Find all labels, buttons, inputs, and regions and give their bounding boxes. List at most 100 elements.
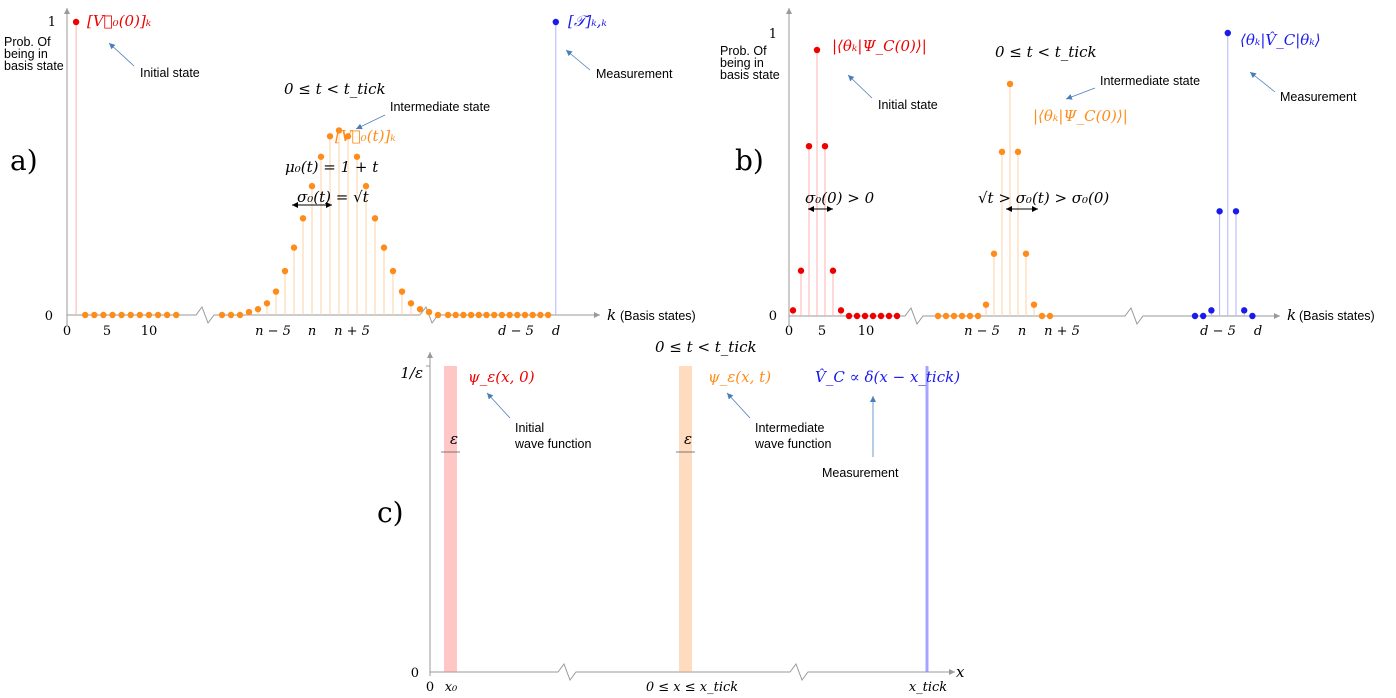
data-point <box>1191 312 1199 320</box>
panel-b-xtick: n − 5 <box>964 324 1000 339</box>
panel-a-xtick: 10 <box>141 324 158 339</box>
data-point <box>805 143 813 150</box>
panel-c-tag: c) <box>377 496 404 529</box>
data-point <box>118 311 125 319</box>
panel-a-initial-math: [V⃗₀(0)]ₖ <box>87 12 152 30</box>
data-point <box>82 311 89 319</box>
panel-c-initial-label: Initial wave function <box>514 421 591 451</box>
data-point <box>163 311 171 319</box>
data-point <box>821 143 829 150</box>
data-point <box>789 307 797 314</box>
panel-a-ylabel-line: being in <box>4 47 48 61</box>
data-point <box>344 133 352 140</box>
panel-a-sigma: σ₀(t) = √t <box>297 188 370 206</box>
data-point <box>1038 312 1046 320</box>
panel-b-xtick: n <box>1018 324 1026 339</box>
panel-a-y-zero: 0 <box>45 309 53 324</box>
data-point <box>1216 208 1223 215</box>
data-point <box>91 311 98 319</box>
data-point <box>483 311 490 319</box>
data-point <box>308 182 316 190</box>
data-point <box>942 312 950 320</box>
panel-c-y-zero: 0 <box>411 666 419 681</box>
panel-b-ylabel-line: basis state <box>720 68 780 82</box>
panel-b-intermediate-math: |⟨θₖ|Ψ_C(0)⟩| <box>1033 107 1128 125</box>
data-point <box>475 311 482 319</box>
data-point <box>498 311 506 319</box>
data-point <box>869 312 877 320</box>
panel-a-intermediate-label: Intermediate state <box>390 100 490 114</box>
panel-a-xtick: n <box>308 324 316 339</box>
panel-b-xlabel: (Basis states) <box>1299 309 1375 323</box>
data-point <box>290 244 298 251</box>
data-point <box>362 182 370 190</box>
data-point <box>853 312 861 320</box>
data-point <box>218 311 226 319</box>
panel-c-measure-math: V̂_C ∝ δ(x − x_tick) <box>815 368 960 386</box>
panel-b-ylabel-line: Prob. Of <box>720 44 767 58</box>
panel-c-initial-wave-bar <box>444 366 457 672</box>
data-point <box>1200 312 1207 320</box>
panel-c-measure-label: Measurement <box>822 466 899 480</box>
data-point <box>281 267 289 275</box>
data-point <box>1232 208 1240 215</box>
panel-a-ylabel-line: basis state <box>4 59 64 73</box>
data-point <box>444 311 452 319</box>
panel-a-measure-math: [𝒯]ₖ,ₖ <box>568 12 607 30</box>
panel-a-mu: μ₀(t) = 1 + t <box>285 158 379 176</box>
panel-a-time-range: 0 ≤ t < t_tick <box>284 80 386 98</box>
data-point <box>544 311 552 319</box>
panel-a-x-axis <box>67 305 600 325</box>
data-point <box>389 267 397 275</box>
data-point <box>829 267 837 274</box>
data-point <box>521 311 529 319</box>
panel-b-xtick: d <box>1254 324 1262 339</box>
panel-a-measure-label: Measurement <box>596 67 673 81</box>
data-point <box>236 311 244 319</box>
panel-b-ylabel-line: being in <box>720 56 764 70</box>
data-point <box>893 312 901 320</box>
data-point <box>317 153 325 160</box>
data-point <box>1224 29 1232 37</box>
data-point <box>136 311 143 319</box>
panel-b-sigma-t: √t > σ₀(t) > σ₀(0) <box>978 189 1109 207</box>
panel-a-xtick: d − 5 <box>498 324 534 339</box>
panel-c-xtick: x₀ <box>445 680 458 695</box>
panel-c-y-top: 1/ε <box>400 364 423 382</box>
data-point <box>813 46 821 54</box>
data-point <box>145 311 153 319</box>
panel-a-xtick: 0 <box>63 324 71 339</box>
data-point <box>1030 301 1038 308</box>
data-point <box>982 301 990 308</box>
data-point <box>491 311 498 319</box>
panel-c-x-axis <box>430 662 955 682</box>
data-point <box>353 153 361 160</box>
data-point <box>245 308 253 316</box>
data-point <box>263 300 271 307</box>
data-point <box>1006 80 1014 88</box>
panel-a: 1 0 Prob. Of being in basis state a) [V⃗… <box>4 8 696 339</box>
panel-c-xtick: x_tick <box>909 680 947 695</box>
data-point <box>452 311 459 319</box>
data-point <box>326 133 334 140</box>
panel-b-measure-label: Measurement <box>1280 90 1357 104</box>
panel-c-xvar: x <box>956 663 965 681</box>
data-point <box>1014 148 1022 156</box>
data-point <box>335 127 343 134</box>
panel-b-intermediate-label: Intermediate state <box>1100 74 1200 88</box>
data-point <box>514 311 521 319</box>
data-point <box>72 18 80 26</box>
panel-c-epsilon: ε <box>684 430 692 448</box>
data-point <box>974 312 982 320</box>
panel-a-xlabel: (Basis states) <box>620 309 696 323</box>
data-point <box>398 288 406 295</box>
data-point <box>173 311 180 319</box>
data-point <box>1249 312 1256 320</box>
data-point <box>1241 307 1248 314</box>
data-point <box>380 244 388 251</box>
panel-c-initial-label-line: wave function <box>514 437 591 451</box>
data-point <box>100 311 107 319</box>
data-point <box>958 312 966 320</box>
panel-b-xtick: 5 <box>818 324 826 339</box>
panel-b-tag: b) <box>735 144 764 177</box>
